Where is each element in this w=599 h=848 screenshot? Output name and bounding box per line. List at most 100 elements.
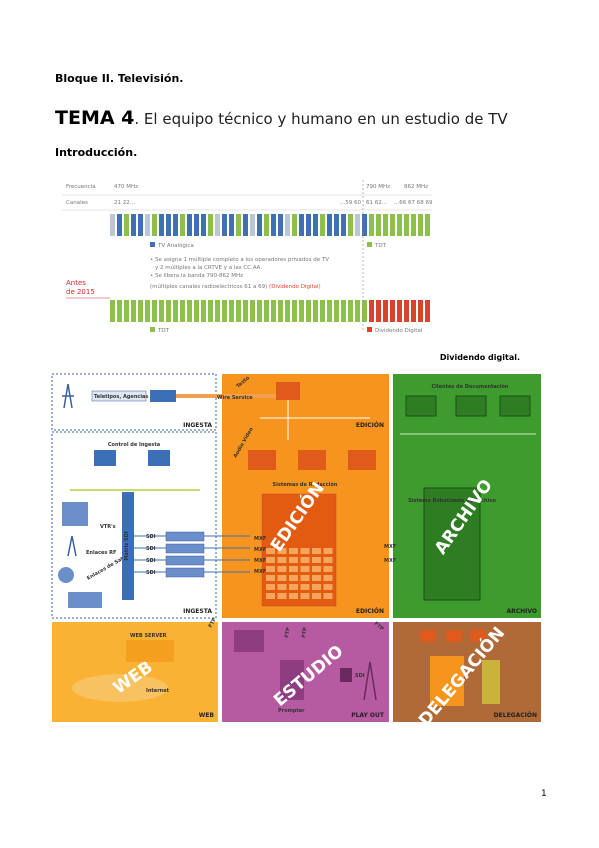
legend-label: TV Analógica — [157, 242, 194, 249]
channel-bar — [313, 214, 318, 236]
label: Wire Service — [217, 395, 253, 401]
channel-bar — [194, 300, 199, 322]
channel-bar — [341, 300, 346, 322]
channel-bar — [369, 214, 374, 236]
rack-slot — [312, 584, 321, 590]
rack-slot — [266, 566, 275, 572]
channel-bar — [271, 214, 276, 236]
channel-bar — [299, 214, 304, 236]
archive-robot — [423, 487, 481, 601]
device — [165, 567, 205, 578]
channel-bar — [278, 300, 283, 322]
channel-bar — [320, 214, 325, 236]
device — [348, 450, 376, 470]
channel-bar — [208, 300, 213, 322]
channel-bar — [348, 214, 353, 236]
zone-label: EDICIÓN — [356, 422, 384, 429]
channel-bar — [215, 300, 220, 322]
rack-slot — [312, 593, 321, 599]
label: SDI — [146, 570, 156, 576]
row-label: Canales — [66, 200, 88, 206]
rack-slot — [312, 575, 321, 581]
channel-bar — [397, 300, 402, 322]
rack-slot — [312, 548, 321, 554]
device — [420, 630, 436, 642]
channel-bar — [110, 214, 115, 236]
channel-bar — [250, 300, 255, 322]
rack-slot — [300, 548, 310, 554]
label: SDI — [146, 534, 156, 540]
rack-slot — [300, 593, 310, 599]
channel-bar — [194, 214, 199, 236]
channel: 21 22... — [114, 200, 135, 206]
sdi-rows: SDI SDI SDI SDI — [134, 531, 250, 578]
rack-slot — [323, 575, 333, 581]
legend-label: TDT — [157, 328, 170, 334]
channel-bar — [271, 300, 276, 322]
channel-bar — [334, 214, 339, 236]
device — [234, 630, 264, 652]
label: Enlaces RF — [86, 550, 116, 556]
channel-bar — [376, 300, 381, 322]
channel-bar — [404, 300, 409, 322]
zone-label: DELEGACIÓN — [494, 712, 537, 719]
device — [165, 555, 205, 566]
channel-bars — [110, 214, 430, 236]
before-label: de 2015 — [66, 288, 95, 296]
device — [165, 543, 205, 554]
legend-swatch — [367, 242, 372, 247]
dish-icon — [58, 567, 74, 583]
newsroom-diagram: Teletipos, Agencias Wire Service INGESTA… — [51, 373, 541, 730]
zone-label: EDICIÓN — [356, 608, 384, 615]
frequency: 790 MHz — [366, 184, 390, 190]
channel-bar — [145, 300, 150, 322]
channel-bar — [425, 300, 430, 322]
zone — [52, 622, 218, 722]
rack — [482, 660, 500, 704]
rack-slot — [289, 593, 298, 599]
topic-heading: TEMA 4. El equipo técnico y humano en un… — [55, 107, 508, 129]
channel: 61 62... — [366, 200, 387, 206]
label: Sistemas de Redacción — [273, 481, 338, 488]
note: (múltiples canales radioeléctricos 61 a … — [150, 283, 321, 290]
channel-bar — [313, 300, 318, 322]
label: Clientes de Documentación — [432, 383, 509, 390]
label: Prompter — [278, 708, 305, 714]
zone — [393, 622, 541, 722]
label: MXF — [384, 558, 396, 564]
cloud — [72, 674, 168, 702]
channel-bar — [187, 300, 192, 322]
channel-bar — [327, 214, 332, 236]
device — [405, 395, 437, 417]
channel-bar — [418, 300, 423, 322]
label: MXF — [384, 544, 396, 550]
dividend-note: (Dividendo Digital) — [269, 284, 321, 290]
channel-bar — [390, 300, 395, 322]
channel-bar — [390, 214, 395, 236]
channel-bar — [117, 300, 122, 322]
row-label: Frecuencia — [66, 184, 96, 190]
channel-bar — [257, 300, 262, 322]
channel-bar — [152, 300, 157, 322]
rack-slot — [289, 548, 298, 554]
zone-label: INGESTA — [183, 422, 212, 429]
rack-slot — [323, 584, 333, 590]
zone-label: PLAY OUT — [351, 712, 385, 719]
note: y 2 múltiples a la CRTVE y a las CC.AA. — [155, 264, 262, 271]
device — [340, 668, 352, 682]
before-label: Antes — [66, 279, 86, 287]
channel-bar — [285, 214, 290, 236]
channel-bar — [285, 300, 290, 322]
topic-number: TEMA 4 — [55, 107, 134, 129]
channel-bar — [411, 300, 416, 322]
channel-bar — [292, 214, 297, 236]
rack — [430, 656, 464, 706]
rack-slot — [266, 584, 275, 590]
label: SDI — [355, 673, 365, 679]
channel-bar — [369, 300, 374, 322]
channel-bar — [355, 214, 360, 236]
label: FTP — [301, 627, 309, 639]
rack-slot — [289, 566, 298, 572]
channel: ...59 60 — [340, 200, 361, 206]
